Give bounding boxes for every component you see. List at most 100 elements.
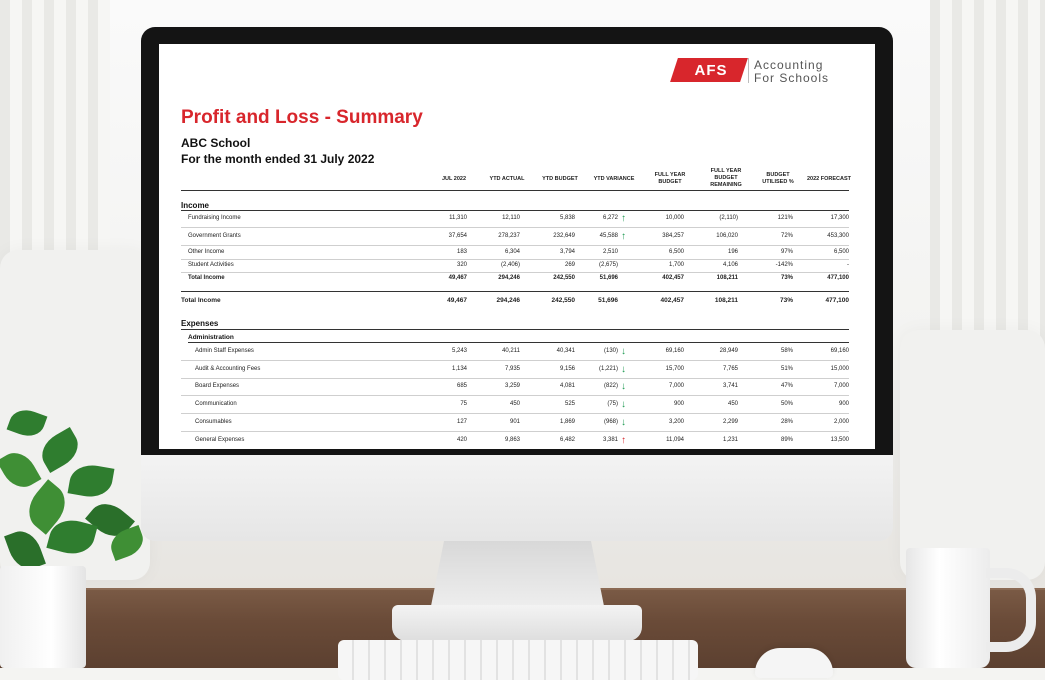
cell-value: 901 bbox=[509, 419, 520, 425]
cell-value: 89% bbox=[780, 437, 793, 443]
row-label: General Expenses bbox=[195, 437, 245, 443]
monitor-chin bbox=[141, 455, 893, 541]
arrow-up-icon: ↑ bbox=[621, 213, 626, 224]
cell-value: (2,675) bbox=[598, 262, 618, 268]
row-divider bbox=[181, 395, 849, 396]
arrow-down-icon: ↓ bbox=[621, 417, 626, 428]
cell-value: 294,246 bbox=[496, 297, 521, 304]
table-row: Other Income 183 6,304 3,794 2,510 6,500 196 97… bbox=[181, 249, 849, 259]
cell-value: 49,467 bbox=[448, 275, 467, 281]
col-header: FULL YEAR BUDGET bbox=[654, 172, 686, 185]
cell-value: 420 bbox=[456, 437, 467, 443]
cell-value: 10,000 bbox=[665, 215, 684, 221]
cell-value: 900 bbox=[673, 401, 684, 407]
cell-value: 384,257 bbox=[662, 233, 684, 239]
cell-value: 685 bbox=[456, 383, 467, 389]
cell-value: 15,000 bbox=[830, 366, 849, 372]
arrow-down-icon: ↓ bbox=[621, 399, 626, 410]
table-row: Admin Staff Expenses 5,243 40,211 40,341 (13… bbox=[181, 346, 849, 358]
monitor-stand-foot bbox=[392, 605, 642, 641]
cell-value: (2,406) bbox=[500, 262, 520, 268]
row-divider bbox=[181, 272, 849, 273]
row-label: Audit & Accounting Fees bbox=[195, 366, 261, 372]
arrow-up-icon: ↑ bbox=[621, 231, 626, 242]
col-header: YTD ACTUAL bbox=[489, 176, 525, 182]
cell-value: 108,211 bbox=[714, 297, 738, 304]
expenses-rule bbox=[181, 329, 849, 330]
cell-value: 127 bbox=[456, 419, 467, 425]
cell-value: 69,160 bbox=[665, 348, 684, 354]
col-header: 2022 FORECAST bbox=[806, 176, 851, 182]
cell-value: 5,243 bbox=[451, 348, 467, 354]
cell-value: 7,000 bbox=[833, 383, 849, 389]
cell-value: 9,156 bbox=[559, 366, 575, 372]
logo-mark: AFS bbox=[694, 62, 728, 79]
row-divider bbox=[181, 360, 849, 361]
cell-value: (968) bbox=[603, 419, 618, 425]
cell-value: 45,588 bbox=[599, 233, 618, 239]
cell-value: 1,134 bbox=[451, 366, 467, 372]
row-label: Total Income bbox=[181, 297, 221, 304]
cell-value: (1,221) bbox=[598, 366, 618, 372]
cell-value: 450 bbox=[727, 401, 738, 407]
monitor-stand-neck bbox=[430, 541, 605, 611]
cell-value: 28,949 bbox=[719, 348, 738, 354]
cell-value: 50% bbox=[780, 401, 793, 407]
row-label: Student Activities bbox=[188, 262, 234, 268]
cell-value: 450 bbox=[509, 401, 520, 407]
cell-value: 183 bbox=[456, 249, 467, 255]
cell-value: 477,100 bbox=[825, 297, 850, 304]
col-header: FULL YEAR BUDGET REMAINING bbox=[710, 168, 742, 188]
arrow-down-icon: ↓ bbox=[621, 381, 626, 392]
cell-value: 40,211 bbox=[502, 348, 520, 354]
plant-pot bbox=[0, 566, 86, 668]
cell-value: 13,500 bbox=[830, 437, 849, 443]
cell-value: (822) bbox=[603, 383, 618, 389]
cell-value: 1,869 bbox=[559, 419, 575, 425]
table-row: Communication 75 450 525 (75) 900 450 50% 900 ↓ bbox=[181, 399, 849, 411]
cell-value: 3,381 bbox=[602, 437, 618, 443]
cell-value: 51,696 bbox=[599, 275, 618, 281]
sofa-right bbox=[900, 330, 1045, 580]
cell-value: 1,231 bbox=[722, 437, 738, 443]
cell-value: 2,510 bbox=[602, 249, 618, 255]
cell-value: -142% bbox=[775, 262, 793, 268]
mug-handle bbox=[986, 568, 1036, 652]
logo-line-2: For Schools bbox=[754, 71, 830, 85]
cell-value: (75) bbox=[607, 401, 618, 407]
cell-value: 7,935 bbox=[504, 366, 520, 372]
arrow-down-icon: ↓ bbox=[621, 364, 626, 375]
cell-value: 196 bbox=[727, 249, 738, 255]
logo-separator bbox=[748, 58, 749, 83]
cell-value: 3,200 bbox=[668, 419, 684, 425]
cell-value: 453,300 bbox=[827, 233, 849, 239]
cell-value: 3,259 bbox=[504, 383, 520, 389]
cell-value: 40,341 bbox=[556, 348, 575, 354]
administration-rule bbox=[188, 342, 849, 343]
cell-value: 12,110 bbox=[502, 215, 520, 221]
row-divider bbox=[181, 378, 849, 379]
cell-value: 525 bbox=[564, 401, 575, 407]
table-row: General Expenses 420 9,863 6,482 3,381 11,094… bbox=[181, 435, 849, 447]
cell-value: 278,237 bbox=[498, 233, 520, 239]
cell-value: 6,272 bbox=[602, 215, 618, 221]
cell-value: 477,100 bbox=[827, 275, 849, 281]
row-label: Board Expenses bbox=[195, 383, 240, 389]
cell-value: 69,160 bbox=[830, 348, 849, 354]
row-label: Admin Staff Expenses bbox=[195, 348, 254, 354]
cell-value: 17,300 bbox=[830, 215, 849, 221]
cell-value: 51,696 bbox=[598, 297, 618, 304]
cell-value: 320 bbox=[456, 262, 467, 268]
section-expenses: Expenses bbox=[181, 319, 219, 328]
cell-value: 51% bbox=[780, 366, 793, 372]
header-rule bbox=[181, 190, 849, 191]
cell-value: 58% bbox=[780, 348, 793, 354]
cell-value: 7,000 bbox=[668, 383, 684, 389]
cell-value: 4,081 bbox=[559, 383, 575, 389]
row-label: Other Income bbox=[188, 249, 225, 255]
cell-value: 72% bbox=[780, 233, 793, 239]
row-divider bbox=[181, 259, 849, 260]
cell-value: 97% bbox=[780, 249, 793, 255]
income-rule bbox=[181, 210, 849, 211]
cell-value: 2,299 bbox=[722, 419, 738, 425]
